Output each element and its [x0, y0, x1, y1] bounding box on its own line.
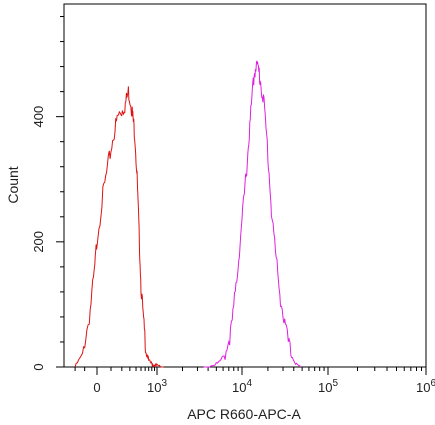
histogram-line-2	[203, 60, 302, 368]
y-axis-ticks: 0 200 400	[31, 16, 64, 371]
x-tick-label: 103	[147, 378, 167, 395]
y-tick-label: 0	[31, 363, 46, 370]
histogram-line-1	[74, 86, 164, 368]
x-axis-ticks: 0 103 104 105 106	[93, 367, 435, 395]
histogram-series	[74, 60, 302, 368]
x-tick-label-exponent: 6	[430, 378, 435, 389]
y-tick-label: 200	[31, 231, 46, 253]
x-tick-label-exponent: 4	[246, 378, 252, 389]
y-axis-title: Count	[5, 166, 21, 203]
x-tick-label-exponent: 3	[161, 378, 167, 389]
x-tick-label: 0	[93, 380, 100, 395]
x-minor-ticks	[74, 367, 423, 371]
y-tick-label: 400	[31, 106, 46, 128]
x-tick-label: 104	[232, 378, 252, 395]
x-tick-label: 106	[416, 378, 435, 395]
x-tick-label-exponent: 5	[332, 378, 338, 389]
plot-frame	[63, 3, 427, 368]
x-axis-title: APC R660-APC-A	[187, 406, 301, 422]
x-tick-label: 105	[318, 378, 338, 395]
